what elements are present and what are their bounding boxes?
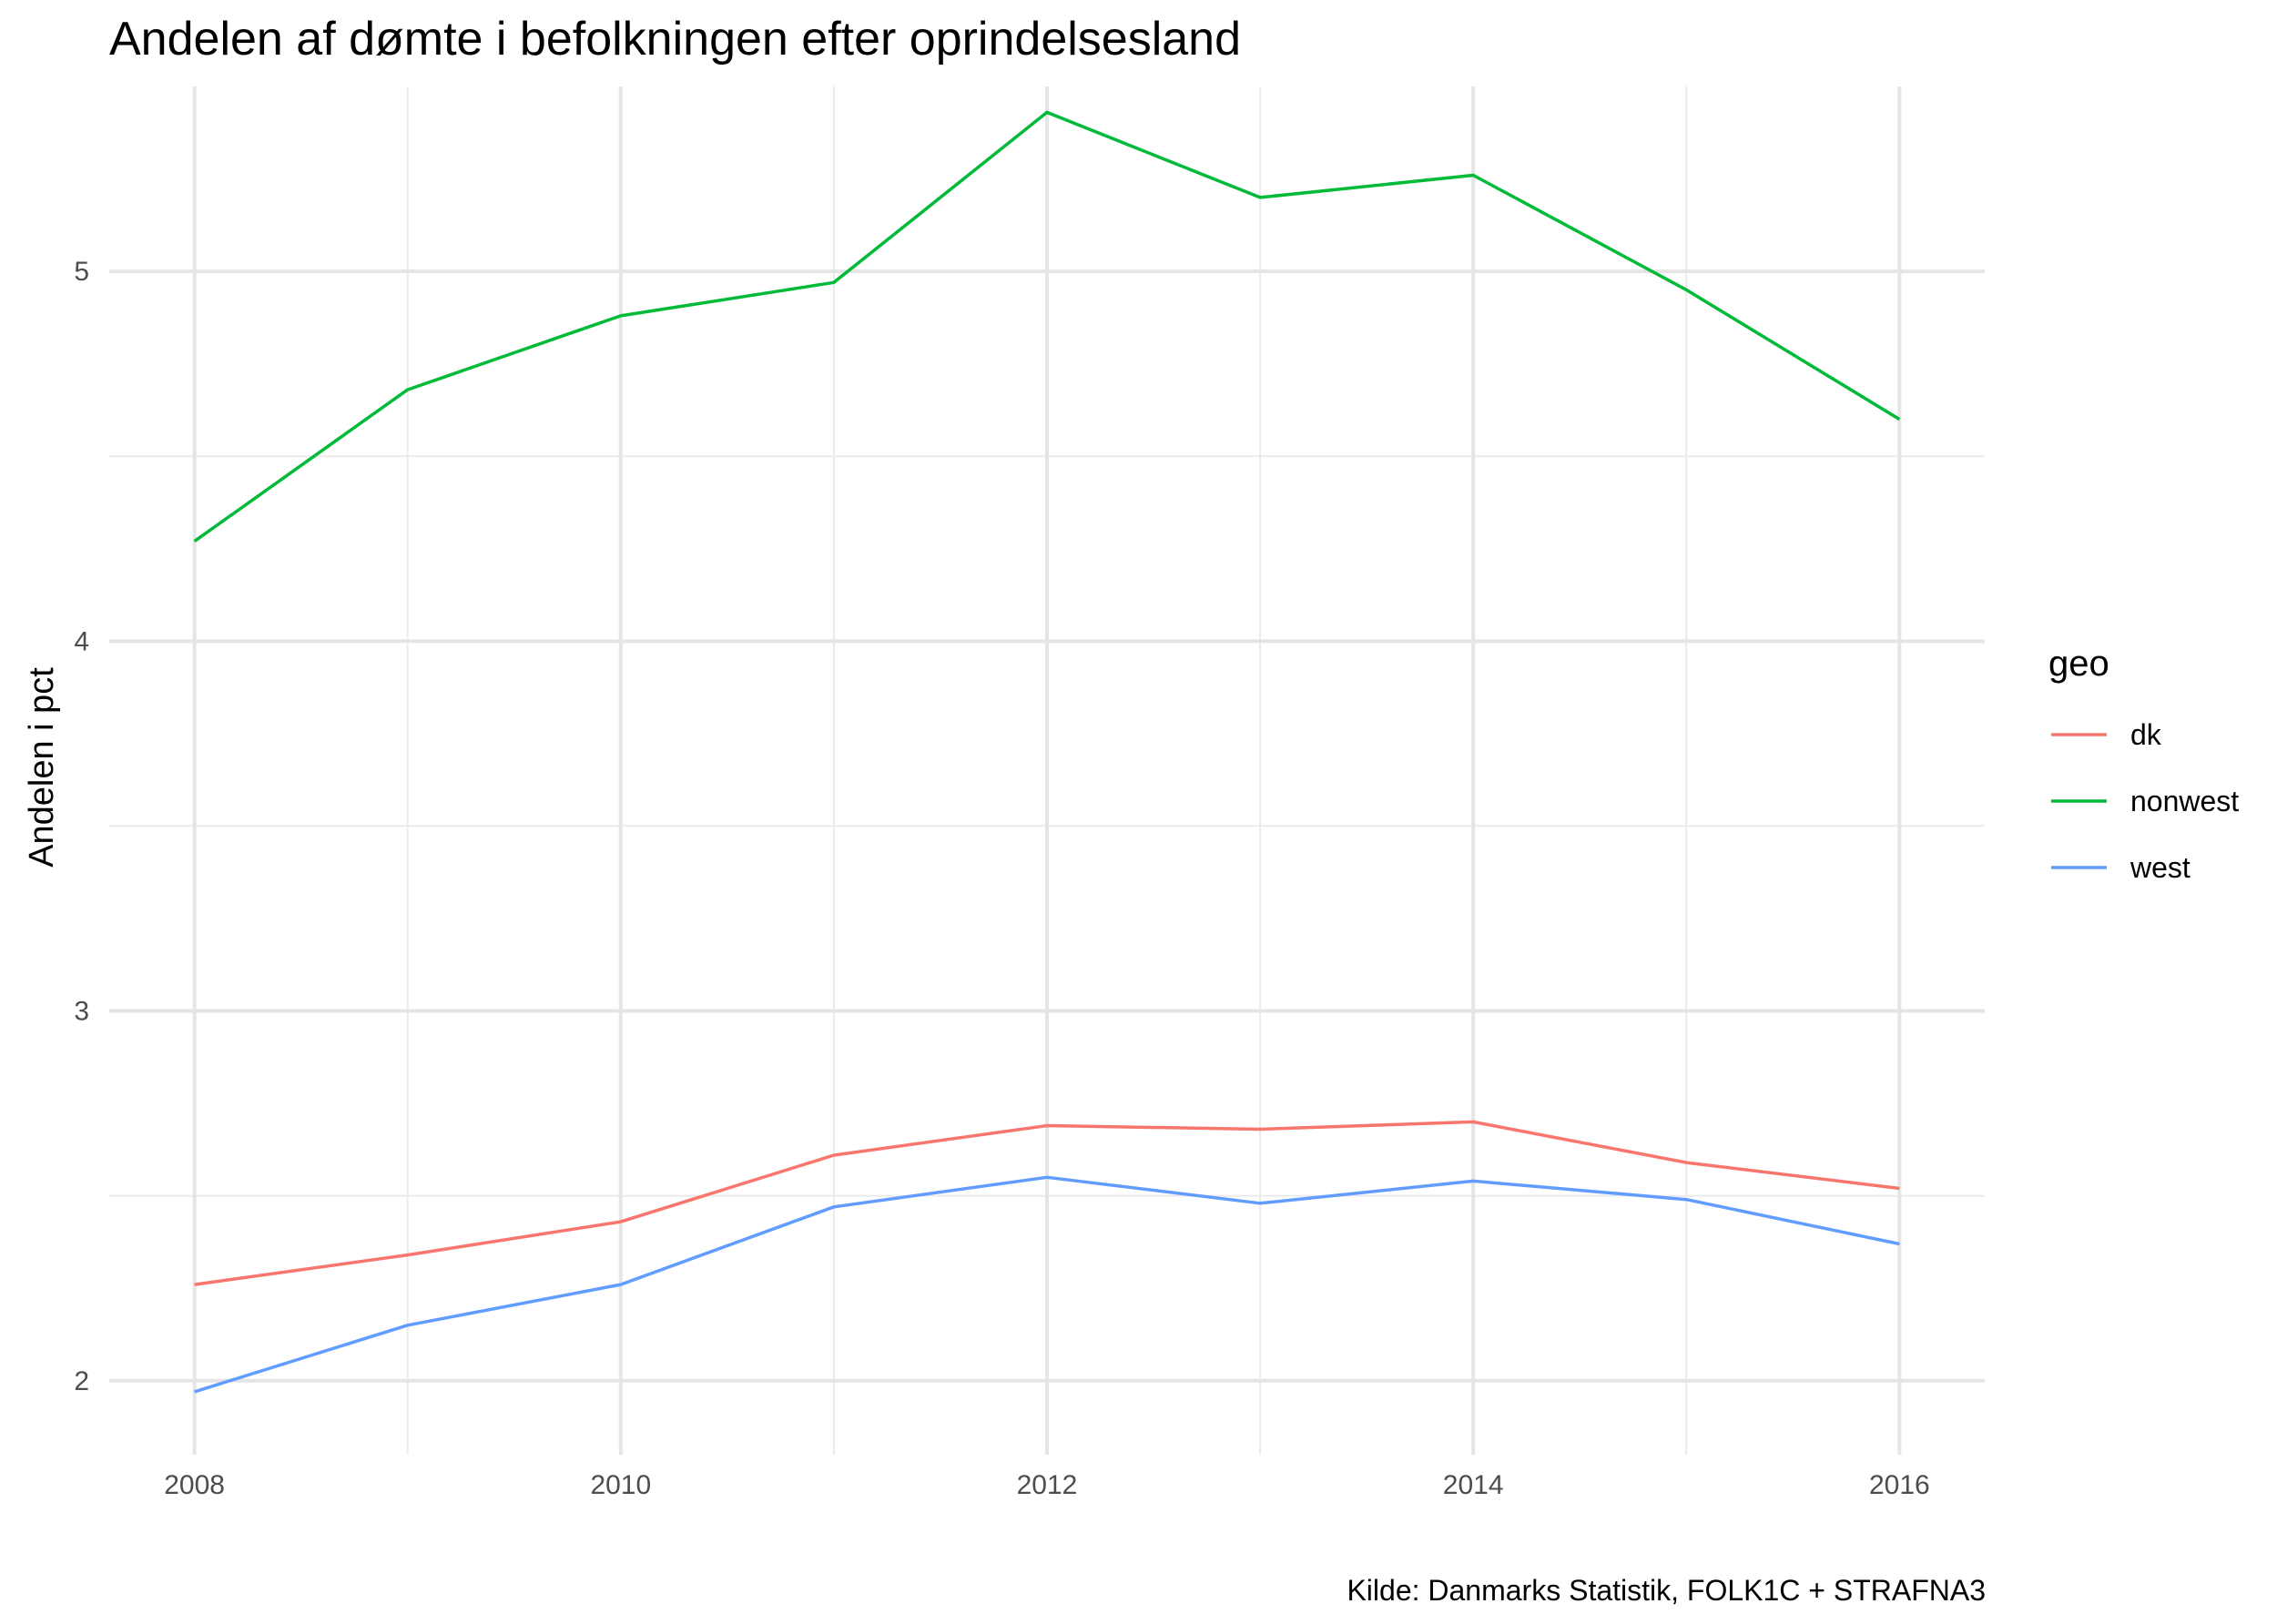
x-tick-label-2008: 2008 (164, 1470, 225, 1500)
chart-title: Andelen af dømte i befolkningen efter op… (109, 13, 1241, 66)
legend-label-dk: dk (2130, 718, 2162, 751)
x-tick-label-2014: 2014 (1443, 1470, 1504, 1500)
y-tick-label-2: 2 (74, 1366, 89, 1396)
y-axis-title: Andelen i pct (23, 667, 61, 868)
series-line-dk (194, 1120, 1900, 1286)
y-tick-label-4: 4 (74, 626, 89, 656)
x-axis-ticks: 2008 2010 2012 2014 2016 (164, 1470, 1929, 1500)
y-tick-label-5: 5 (74, 257, 89, 287)
x-tick-label-2012: 2012 (1017, 1470, 1078, 1500)
legend-label-west: west (2129, 851, 2190, 884)
x-tick-label-2010: 2010 (590, 1470, 651, 1500)
chart-caption: Kilde: Danmarks Statistik, FOLK1C + STRA… (1347, 1574, 1986, 1607)
series-lines (193, 110, 1901, 1394)
series-line-nonwest (193, 110, 1901, 543)
series-line-west (194, 1175, 1900, 1394)
y-tick-label-3: 3 (74, 997, 89, 1027)
y-axis-ticks: 2 3 4 5 (74, 257, 89, 1396)
grid-major (109, 86, 1985, 1455)
legend: dk nonwest west (2051, 718, 2239, 884)
legend-title: geo (2048, 644, 2109, 684)
x-tick-label-2016: 2016 (1869, 1470, 1930, 1500)
legend-label-nonwest: nonwest (2130, 785, 2239, 817)
